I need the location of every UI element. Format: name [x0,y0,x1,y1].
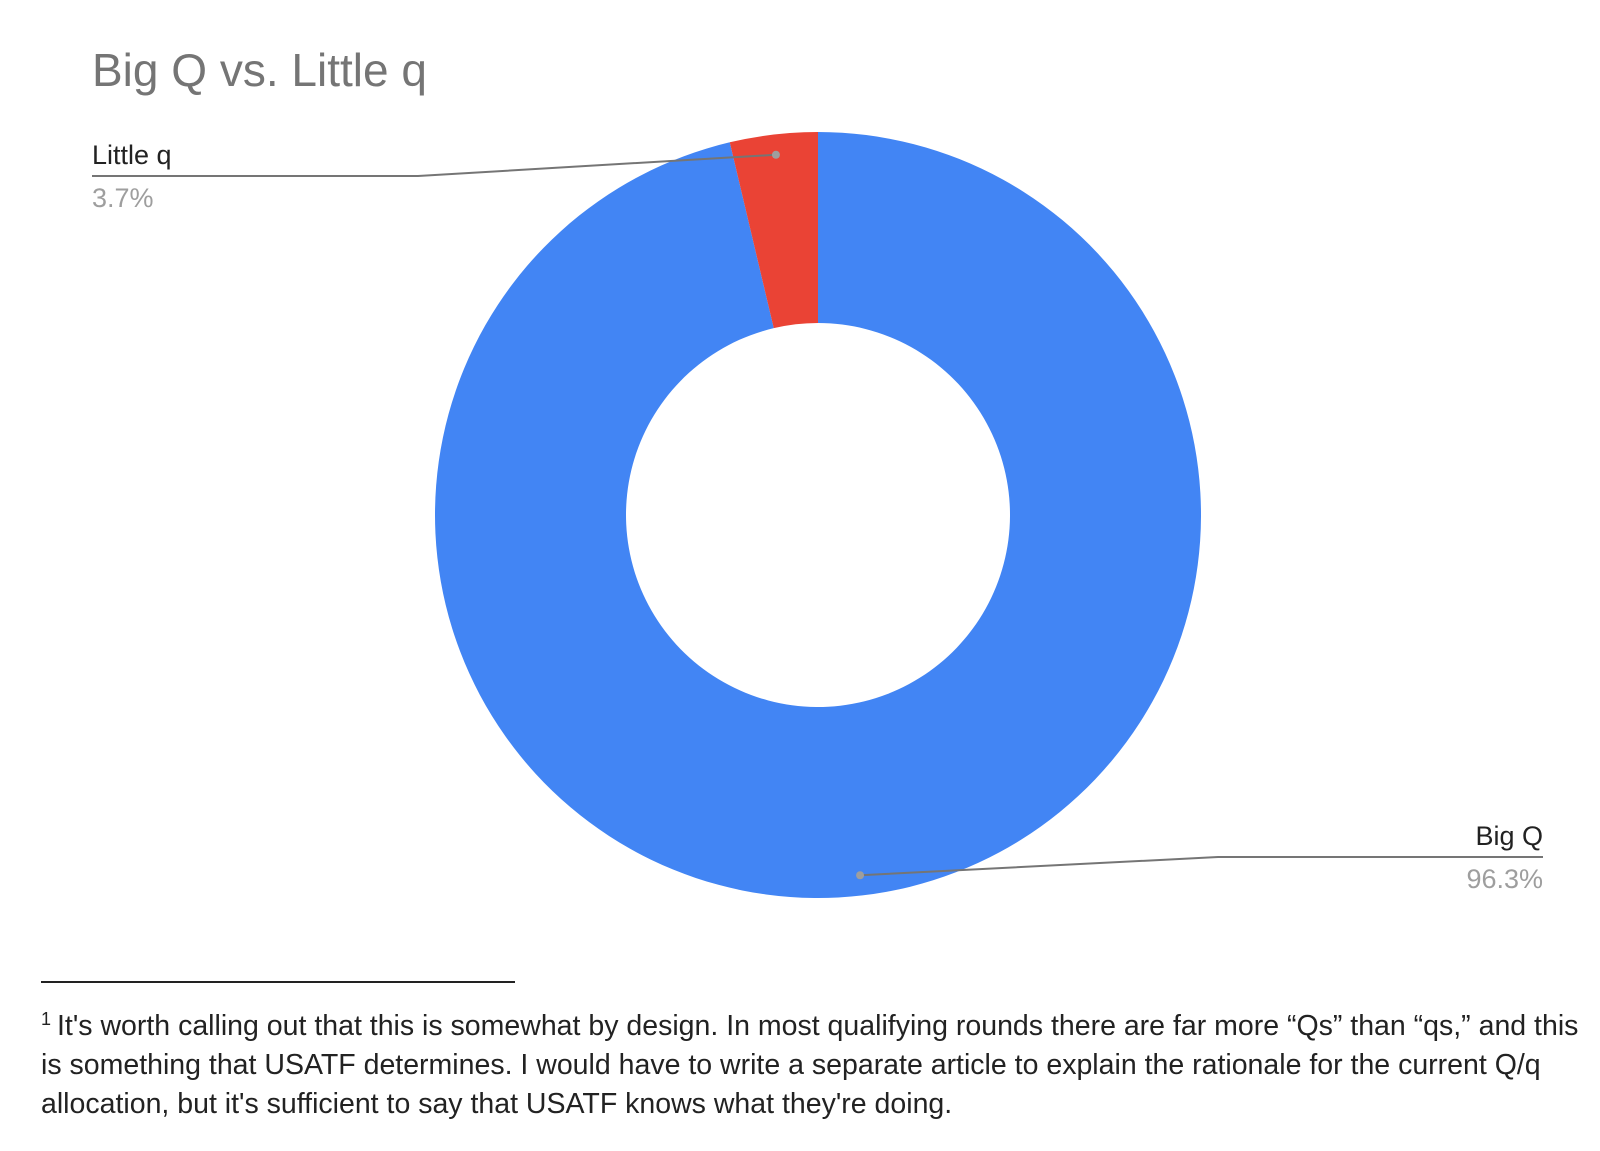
slice-value-label: 3.7% [92,183,154,213]
slice-label: Little q [92,140,172,170]
slice-value-label: 96.3% [1466,864,1543,894]
slice-label: Big Q [1475,821,1543,851]
leader-line [860,856,1543,877]
leader-line [92,153,776,177]
footnote-rule [41,981,515,983]
footnote: 1 It's worth calling out that this is som… [41,1000,1586,1124]
leader-dot [856,871,865,880]
footnote-text: It's worth calling out that this is some… [41,1010,1579,1120]
donut-slice [434,132,1201,898]
leader-dot [771,150,780,159]
footnote-marker: 1 [41,1009,52,1029]
donut-slice [729,132,818,329]
chart-title: Big Q vs. Little q [92,44,427,96]
chart: Big Q vs. Little q Big Q 96.3% Little q 3.7… [92,44,1543,898]
